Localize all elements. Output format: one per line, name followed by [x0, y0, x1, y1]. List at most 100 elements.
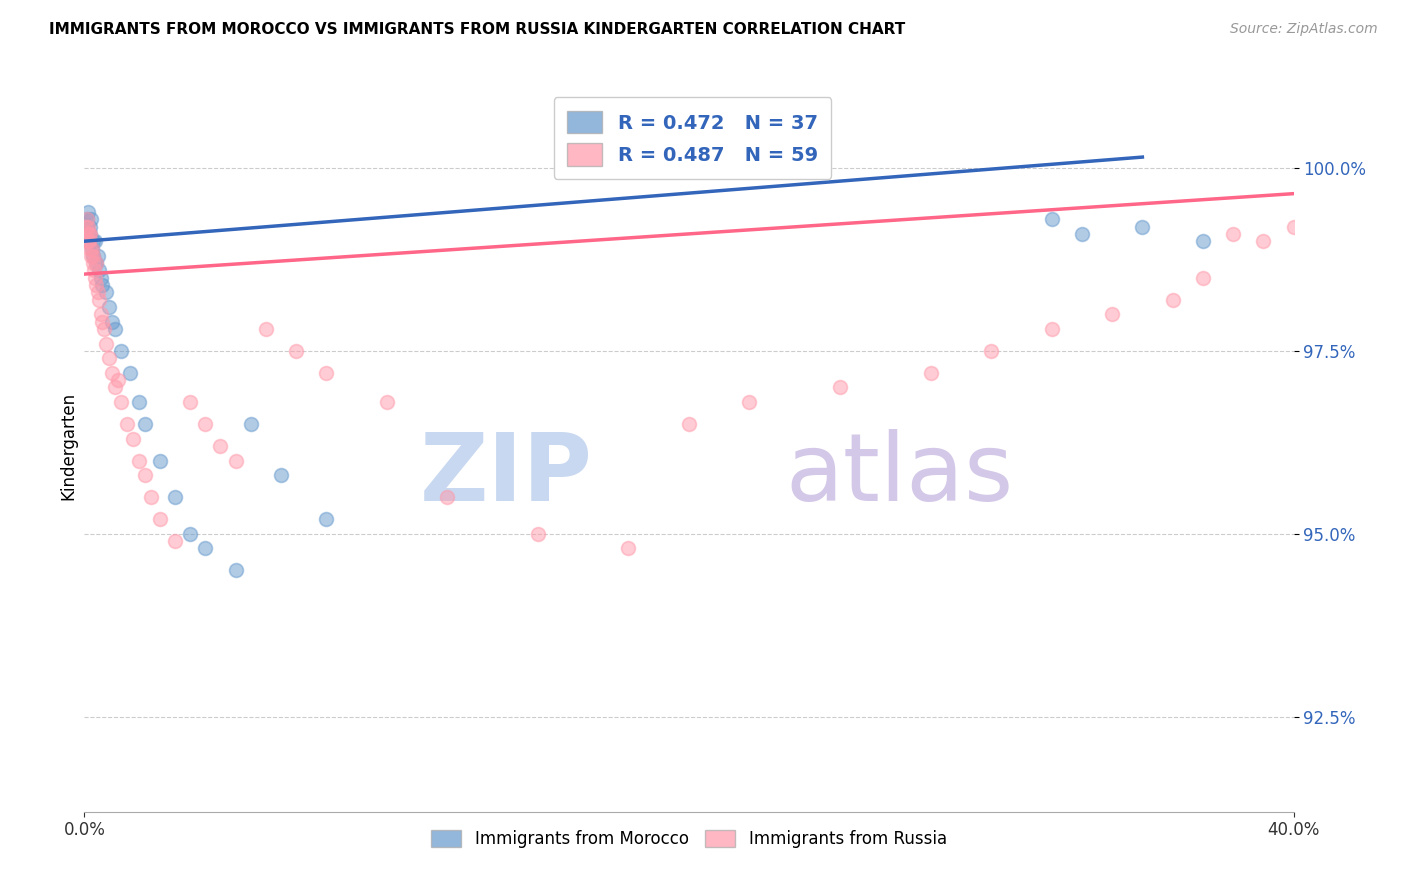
Point — [315, 366, 337, 380]
Point — [1132, 219, 1154, 234]
Point — [128, 453, 150, 467]
Point — [77, 227, 100, 241]
Point — [436, 490, 458, 504]
Point — [121, 432, 143, 446]
Point — [97, 300, 120, 314]
Point — [91, 278, 114, 293]
Point — [527, 526, 550, 541]
Text: atlas: atlas — [786, 429, 1014, 521]
Point — [76, 212, 98, 227]
Text: ZIP: ZIP — [419, 429, 592, 521]
Point — [110, 395, 132, 409]
Point — [84, 234, 107, 248]
Point — [76, 219, 98, 234]
Point — [90, 307, 112, 321]
Point — [179, 526, 201, 541]
Point — [738, 395, 761, 409]
Point — [315, 512, 337, 526]
Point — [86, 256, 108, 270]
Point — [134, 417, 156, 431]
Point — [80, 249, 103, 263]
Point — [617, 541, 640, 556]
Point — [139, 490, 162, 504]
Point — [1253, 234, 1275, 248]
Point — [83, 263, 105, 277]
Point — [84, 256, 107, 270]
Point — [1192, 270, 1215, 285]
Point — [165, 490, 187, 504]
Point — [225, 563, 247, 577]
Point — [225, 453, 247, 467]
Point — [87, 249, 110, 263]
Point — [134, 468, 156, 483]
Point — [179, 395, 201, 409]
Legend: Immigrants from Morocco, Immigrants from Russia: Immigrants from Morocco, Immigrants from… — [425, 823, 953, 855]
Point — [75, 234, 97, 248]
Point — [375, 395, 398, 409]
Point — [82, 234, 104, 248]
Point — [149, 512, 172, 526]
Point — [77, 205, 100, 219]
Point — [75, 227, 97, 241]
Point — [82, 249, 104, 263]
Point — [79, 227, 101, 241]
Point — [77, 234, 100, 248]
Point — [285, 343, 308, 358]
Point — [104, 322, 127, 336]
Point — [84, 270, 107, 285]
Point — [1192, 234, 1215, 248]
Point — [194, 417, 217, 431]
Point — [1161, 293, 1184, 307]
Point — [104, 380, 127, 394]
Point — [920, 366, 942, 380]
Point — [1101, 307, 1123, 321]
Point — [80, 242, 103, 256]
Point — [128, 395, 150, 409]
Point — [89, 263, 111, 277]
Point — [110, 343, 132, 358]
Point — [76, 219, 98, 234]
Point — [94, 336, 117, 351]
Point — [79, 234, 101, 248]
Point — [94, 285, 117, 300]
Point — [107, 373, 129, 387]
Point — [80, 212, 103, 227]
Point — [1071, 227, 1094, 241]
Point — [77, 234, 100, 248]
Point — [80, 242, 103, 256]
Point — [1282, 219, 1305, 234]
Point — [830, 380, 852, 394]
Point — [1222, 227, 1244, 241]
Point — [91, 315, 114, 329]
Point — [1040, 322, 1063, 336]
Point — [90, 270, 112, 285]
Point — [79, 242, 101, 256]
Point — [76, 212, 98, 227]
Y-axis label: Kindergarten: Kindergarten — [59, 392, 77, 500]
Point — [118, 366, 141, 380]
Point — [77, 219, 100, 234]
Text: IMMIGRANTS FROM MOROCCO VS IMMIGRANTS FROM RUSSIA KINDERGARTEN CORRELATION CHART: IMMIGRANTS FROM MOROCCO VS IMMIGRANTS FR… — [49, 22, 905, 37]
Point — [149, 453, 172, 467]
Point — [79, 219, 101, 234]
Point — [209, 439, 232, 453]
Point — [82, 256, 104, 270]
Point — [82, 249, 104, 263]
Point — [93, 322, 115, 336]
Point — [678, 417, 700, 431]
Point — [239, 417, 262, 431]
Point — [97, 351, 120, 366]
Point — [100, 315, 122, 329]
Text: Source: ZipAtlas.com: Source: ZipAtlas.com — [1230, 22, 1378, 37]
Point — [89, 293, 111, 307]
Point — [194, 541, 217, 556]
Point — [165, 534, 187, 549]
Point — [115, 417, 138, 431]
Point — [87, 285, 110, 300]
Point — [86, 278, 108, 293]
Point — [100, 366, 122, 380]
Point — [980, 343, 1002, 358]
Point — [76, 227, 98, 241]
Point — [1040, 212, 1063, 227]
Point — [79, 227, 101, 241]
